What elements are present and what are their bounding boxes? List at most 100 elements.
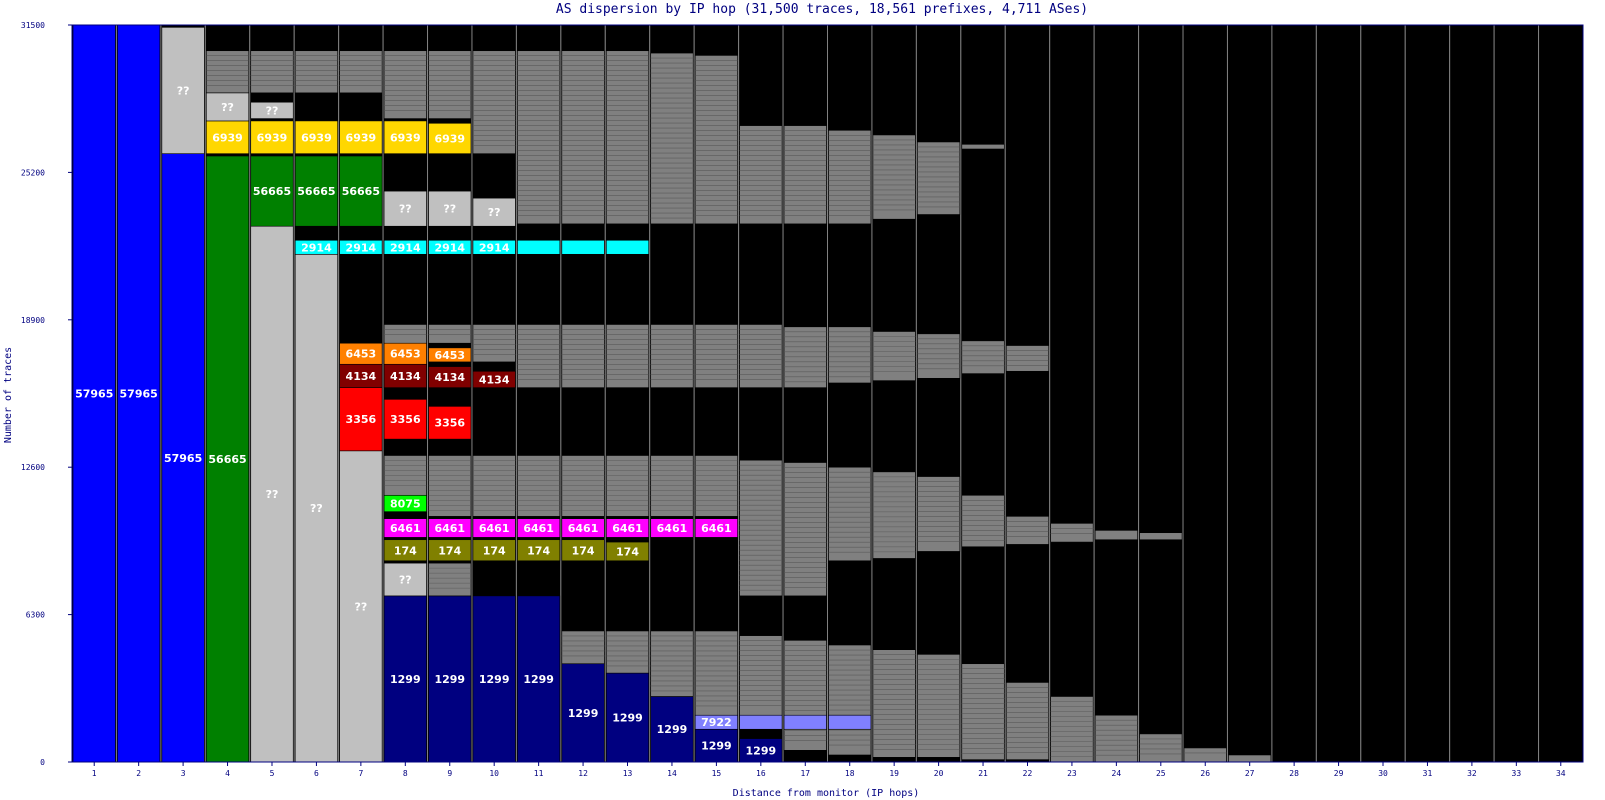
x-tick-label: 14 (667, 769, 677, 778)
segment-label: 6461 (657, 522, 688, 535)
segment-hop10-1299-53 (472, 595, 516, 763)
x-tick-label: 22 (1023, 769, 1033, 778)
segment-label: 6461 (523, 522, 554, 535)
x-tick-label: 2 (136, 769, 141, 778)
segment-hop9-1299-40 (428, 595, 472, 763)
segment-label: ?? (177, 85, 190, 98)
hop-column-34 (1538, 24, 1584, 763)
x-tick-label: 12 (578, 769, 588, 778)
segment-hop4-56665-4 (206, 155, 250, 763)
segment-hop8-6461-29 (383, 518, 427, 538)
x-tick-label: 13 (623, 769, 633, 778)
segment-hop4-other-7 (206, 50, 250, 94)
segment-label: 1299 (701, 740, 732, 753)
x-tick-label: 30 (1378, 769, 1388, 778)
segment-hop15-other-96 (694, 324, 738, 388)
segment-hop18-7922-110 (828, 714, 872, 730)
segment-label: ?? (488, 206, 501, 219)
segment-hop24-other-131 (1094, 714, 1138, 763)
segment-hop9-2914-49 (428, 239, 472, 255)
segment-hop15-other-93 (694, 630, 738, 716)
segment-hop8-other-39 (383, 50, 427, 119)
segment-hop7-6939-24 (339, 120, 383, 154)
x-tick-label: 25 (1156, 769, 1166, 778)
segment-label: 6453 (346, 348, 377, 361)
segment-label: 3356 (346, 413, 377, 426)
segment-hop20-other-121 (917, 141, 961, 215)
x-tick-label: 31 (1423, 769, 1433, 778)
segment-label: ?? (266, 104, 279, 117)
hop-column-31 (1404, 24, 1451, 763)
segment-hop8-2914-36 (383, 239, 427, 255)
segment-hop16-other-101 (739, 459, 783, 597)
segment-label: 4134 (390, 370, 421, 383)
segment-hop19-other-117 (872, 134, 916, 220)
x-tick-label: 11 (534, 769, 544, 778)
segment-label: 6453 (390, 348, 421, 361)
segment-label: 6939 (434, 132, 465, 145)
segment-hop12-2914-75 (561, 239, 605, 255)
segment-hop9-6939-51 (428, 122, 472, 154)
segment-label: ?? (266, 488, 279, 501)
segment-hop11-2914-67 (517, 239, 561, 255)
segment-hop21-other-125 (961, 144, 1005, 150)
segment-label: 6453 (434, 349, 465, 362)
plot-area: 57965 57965 57965?? 56665 6939???? 56665 6939?… (71, 24, 1584, 763)
segment-hop5-other-12 (250, 50, 294, 94)
segment-label: ?? (399, 574, 412, 587)
segment-label: 57965 (75, 388, 113, 401)
segment-hop13-other-84 (605, 50, 650, 225)
x-tick-label: 16 (756, 769, 766, 778)
hop-column-26 (1182, 24, 1228, 763)
segment-hop18-other-112 (828, 326, 872, 384)
segment-hop5-unknown-11 (250, 101, 294, 119)
segment-label: 6939 (346, 131, 377, 144)
segment-hop21-other-124 (961, 340, 1005, 374)
segment-hop9-other-41 (428, 562, 472, 597)
segment-label: 174 (438, 544, 461, 557)
x-tick-label: 10 (489, 769, 499, 778)
segment-label: 6939 (212, 131, 243, 144)
segment-hop8-6939-38 (383, 120, 427, 154)
hop-column-32 (1449, 24, 1495, 763)
segment-hop22-other-127 (1005, 516, 1050, 545)
hop-column-27 (1226, 24, 1273, 763)
x-tick-label: 1 (92, 769, 97, 778)
segment-hop10-2914-59 (472, 239, 516, 255)
segment-label: ?? (221, 101, 234, 114)
segment-hop3-57965-2 (161, 153, 205, 763)
hop-column-20 (915, 24, 962, 763)
segment-label: 6461 (612, 522, 643, 535)
plot-frame (71, 24, 1584, 763)
segment-label: 1299 (568, 707, 599, 720)
segment-hop5-unknown-8 (250, 225, 294, 763)
segment-hop10-unknown-60 (472, 197, 516, 227)
segment-label: 6461 (434, 522, 465, 535)
segment-hop11-174-63 (517, 539, 561, 562)
segment-hop17-other-106 (783, 462, 827, 597)
y-tick-label: 0 (40, 758, 45, 767)
segment-label: 174 (527, 544, 550, 557)
segment-label: 6461 (568, 522, 599, 535)
x-tick-label: 18 (845, 769, 855, 778)
x-tick-label: 15 (712, 769, 722, 778)
segment-label: 6939 (257, 131, 288, 144)
segment-hop26-other-135 (1183, 747, 1227, 763)
x-tick-label: 7 (358, 769, 363, 778)
segment-hop3-unknown-3 (161, 27, 205, 154)
segment-label: 4134 (479, 373, 510, 386)
segment-hop11-other-66 (517, 324, 561, 388)
hop-column-28 (1271, 24, 1317, 763)
y-tick-label: 12600 (21, 463, 45, 472)
segment-hop13-2914-83 (605, 239, 650, 255)
x-tick-label: 8 (403, 769, 408, 778)
segment-hop9-6461-43 (428, 518, 472, 538)
hop-column-29 (1315, 24, 1362, 763)
segment-hop18-other-113 (828, 129, 872, 225)
segment-hop12-other-76 (561, 50, 605, 225)
hop-column-25 (1138, 24, 1184, 763)
x-tick-label: 23 (1067, 769, 1077, 778)
segment-hop5-56665-9 (250, 155, 294, 227)
x-tick-label: 28 (1289, 769, 1299, 778)
